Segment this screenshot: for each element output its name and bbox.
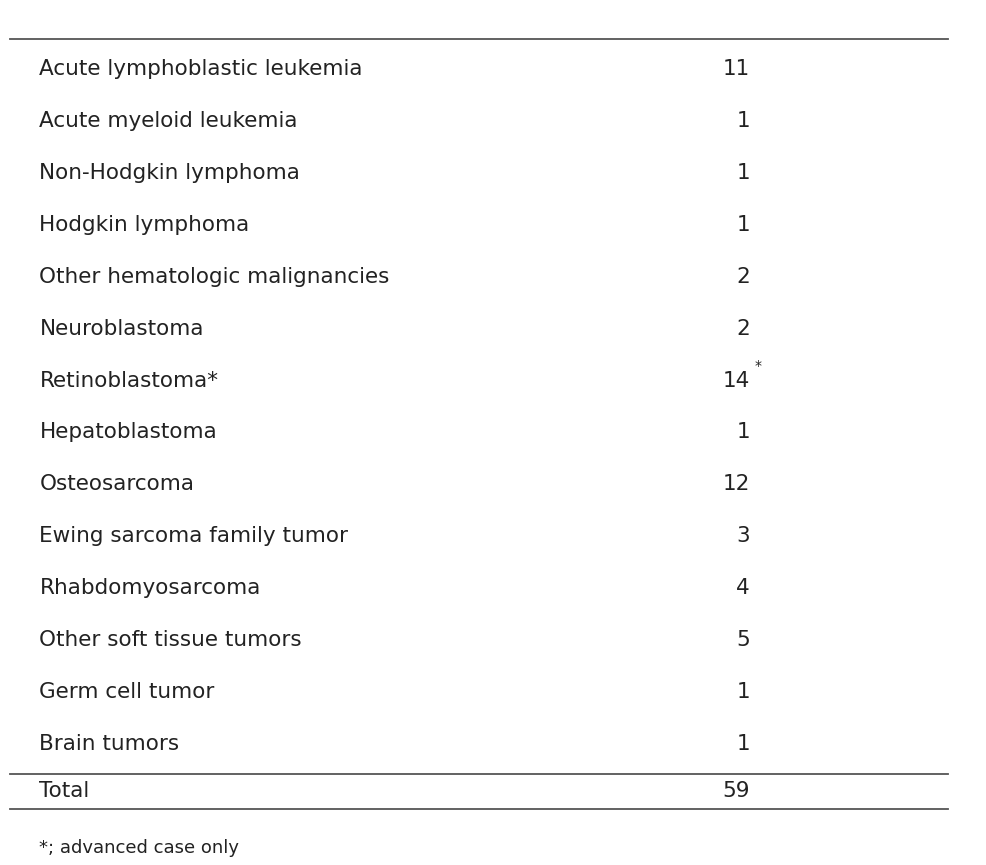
- Text: *: *: [754, 359, 761, 373]
- Text: Rhabdomyosarcoma: Rhabdomyosarcoma: [39, 578, 260, 599]
- Text: Other hematologic malignancies: Other hematologic malignancies: [39, 266, 389, 287]
- Text: 1: 1: [736, 422, 749, 443]
- Text: 4: 4: [736, 578, 749, 599]
- Text: Acute myeloid leukemia: Acute myeloid leukemia: [39, 111, 298, 131]
- Text: 1: 1: [736, 163, 749, 183]
- Text: *; advanced case only: *; advanced case only: [39, 839, 240, 856]
- Text: 5: 5: [736, 630, 749, 650]
- Text: Osteosarcoma: Osteosarcoma: [39, 474, 194, 495]
- Text: 1: 1: [736, 215, 749, 235]
- Text: Other soft tissue tumors: Other soft tissue tumors: [39, 630, 302, 650]
- Text: 2: 2: [736, 318, 749, 339]
- Text: 1: 1: [736, 682, 749, 702]
- Text: Total: Total: [39, 781, 90, 802]
- Text: Retinoblastoma*: Retinoblastoma*: [39, 370, 218, 391]
- Text: Non-Hodgkin lymphoma: Non-Hodgkin lymphoma: [39, 163, 300, 183]
- Text: Acute lymphoblastic leukemia: Acute lymphoblastic leukemia: [39, 59, 363, 80]
- Text: Hodgkin lymphoma: Hodgkin lymphoma: [39, 215, 249, 235]
- Text: 1: 1: [736, 734, 749, 754]
- Text: 11: 11: [722, 59, 749, 80]
- Text: 2: 2: [736, 266, 749, 287]
- Text: Brain tumors: Brain tumors: [39, 734, 179, 754]
- Text: 12: 12: [722, 474, 749, 495]
- Text: Neuroblastoma: Neuroblastoma: [39, 318, 204, 339]
- Text: Ewing sarcoma family tumor: Ewing sarcoma family tumor: [39, 526, 348, 547]
- Text: 14: 14: [722, 370, 749, 391]
- Text: 3: 3: [736, 526, 749, 547]
- Text: Hepatoblastoma: Hepatoblastoma: [39, 422, 217, 443]
- Text: Germ cell tumor: Germ cell tumor: [39, 682, 215, 702]
- Text: 59: 59: [722, 781, 749, 802]
- Text: 1: 1: [736, 111, 749, 131]
